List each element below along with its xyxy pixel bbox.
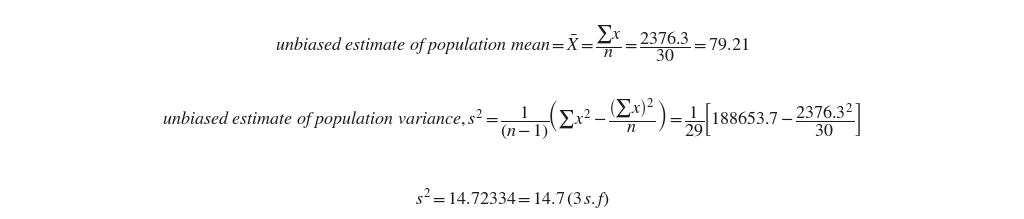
- Text: unbiased estimate of population variance$,s^2=\dfrac{1}{(n-1)}\!\left(\sum x^2-\: unbiased estimate of population variance…: [163, 96, 861, 141]
- Text: $s^2=14.72334=14.7\,(3\,s.f)$: $s^2=14.72334=14.7\,(3\,s.f)$: [415, 187, 609, 211]
- Text: unbiased estimate of population mean$=\bar{X}=\dfrac{\sum x}{n}=\dfrac{2376.3}{3: unbiased estimate of population mean$=\b…: [274, 23, 750, 64]
